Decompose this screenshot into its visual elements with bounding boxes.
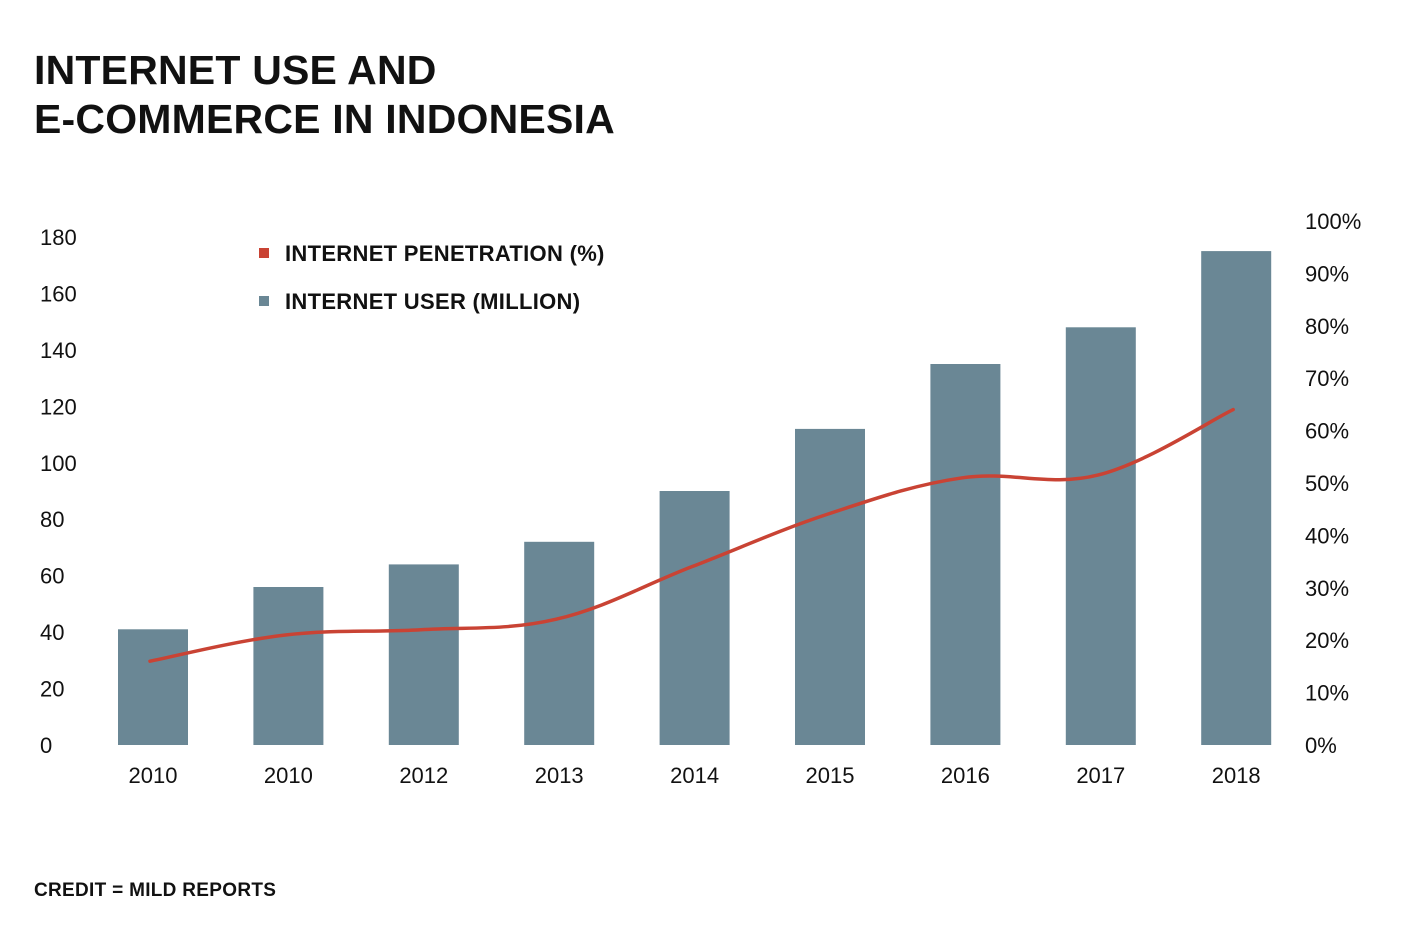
legend-label-0: INTERNET PENETRATION (%) bbox=[285, 241, 605, 266]
right-tick-60pct: 60% bbox=[1305, 419, 1349, 444]
right-tick-80pct: 80% bbox=[1305, 314, 1349, 339]
bar-series bbox=[118, 251, 1272, 745]
right-tick-10pct: 10% bbox=[1305, 681, 1349, 706]
chart-title-line-1: INTERNET USE AND bbox=[34, 47, 437, 93]
chart-title-line-2: E-COMMERCE IN INDONESIA bbox=[34, 96, 615, 142]
right-tick-50pct: 50% bbox=[1305, 471, 1349, 496]
left-tick-0: 0 bbox=[40, 733, 52, 758]
line-series bbox=[148, 407, 1235, 663]
right-axis-ticks: 0% 10% 20% 30% 40% 50% 60% 70% 80% 90% 100% bbox=[1305, 209, 1361, 758]
right-tick-20pct: 20% bbox=[1305, 628, 1349, 653]
right-tick-30pct: 30% bbox=[1305, 576, 1349, 601]
left-tick-100: 100 bbox=[40, 451, 77, 476]
x-tick-2016-6: 2016 bbox=[941, 763, 990, 788]
bar-2016-6 bbox=[930, 364, 1001, 745]
x-tick-2015-5: 2015 bbox=[806, 763, 855, 788]
left-tick-60: 60 bbox=[40, 564, 64, 589]
x-tick-2013-3: 2013 bbox=[535, 763, 584, 788]
left-axis-ticks: 0 20 40 60 80 100 120 140 160 180 bbox=[40, 225, 77, 758]
x-tick-2010-0: 2010 bbox=[129, 763, 178, 788]
right-tick-0pct: 0% bbox=[1305, 733, 1337, 758]
legend-swatch-1 bbox=[259, 296, 269, 306]
x-tick-2018-8: 2018 bbox=[1212, 763, 1261, 788]
left-tick-40: 40 bbox=[40, 620, 64, 645]
chart-title: INTERNET USE AND E-COMMERCE IN INDONESIA bbox=[34, 46, 615, 144]
x-tick-2014-4: 2014 bbox=[670, 763, 719, 788]
right-tick-40pct: 40% bbox=[1305, 523, 1349, 548]
left-tick-140: 140 bbox=[40, 338, 77, 363]
combo-chart: 0 20 40 60 80 100 120 140 160 180 0% 10% 20% 30% 40% 5… bbox=[40, 209, 1361, 788]
bar-2010-0 bbox=[118, 629, 188, 745]
bar-2012-2 bbox=[388, 564, 459, 745]
x-axis-ticks: 2010 2010 2012 2013 2014 2015 2016 2017 2018 bbox=[129, 763, 1261, 788]
x-tick-2012-2: 2012 bbox=[399, 763, 448, 788]
bar-2017-7 bbox=[1065, 327, 1136, 745]
legend-label-1: INTERNET USER (MILLION) bbox=[285, 289, 580, 314]
bar-2015-5 bbox=[795, 428, 865, 745]
legend: INTERNET PENETRATION (%) INTERNET USER (M… bbox=[259, 241, 605, 314]
left-tick-120: 120 bbox=[40, 394, 77, 419]
legend-swatch-0 bbox=[259, 248, 269, 258]
left-tick-80: 80 bbox=[40, 507, 64, 532]
penetration-line bbox=[148, 407, 1235, 663]
bar-2010-1 bbox=[253, 587, 324, 745]
bar-2013-3 bbox=[524, 541, 595, 745]
right-tick-90pct: 90% bbox=[1305, 261, 1349, 286]
right-tick-70pct: 70% bbox=[1305, 366, 1349, 391]
bar-2018-8 bbox=[1201, 251, 1272, 745]
right-tick-100pct: 100% bbox=[1305, 209, 1361, 234]
x-tick-2010-1: 2010 bbox=[264, 763, 313, 788]
left-tick-160: 160 bbox=[40, 281, 77, 306]
left-tick-20: 20 bbox=[40, 677, 64, 702]
left-tick-180: 180 bbox=[40, 225, 77, 250]
bar-2014-4 bbox=[659, 491, 730, 745]
x-tick-2017-7: 2017 bbox=[1076, 763, 1125, 788]
credit-note: CREDIT = MILD REPORTS bbox=[34, 880, 277, 901]
